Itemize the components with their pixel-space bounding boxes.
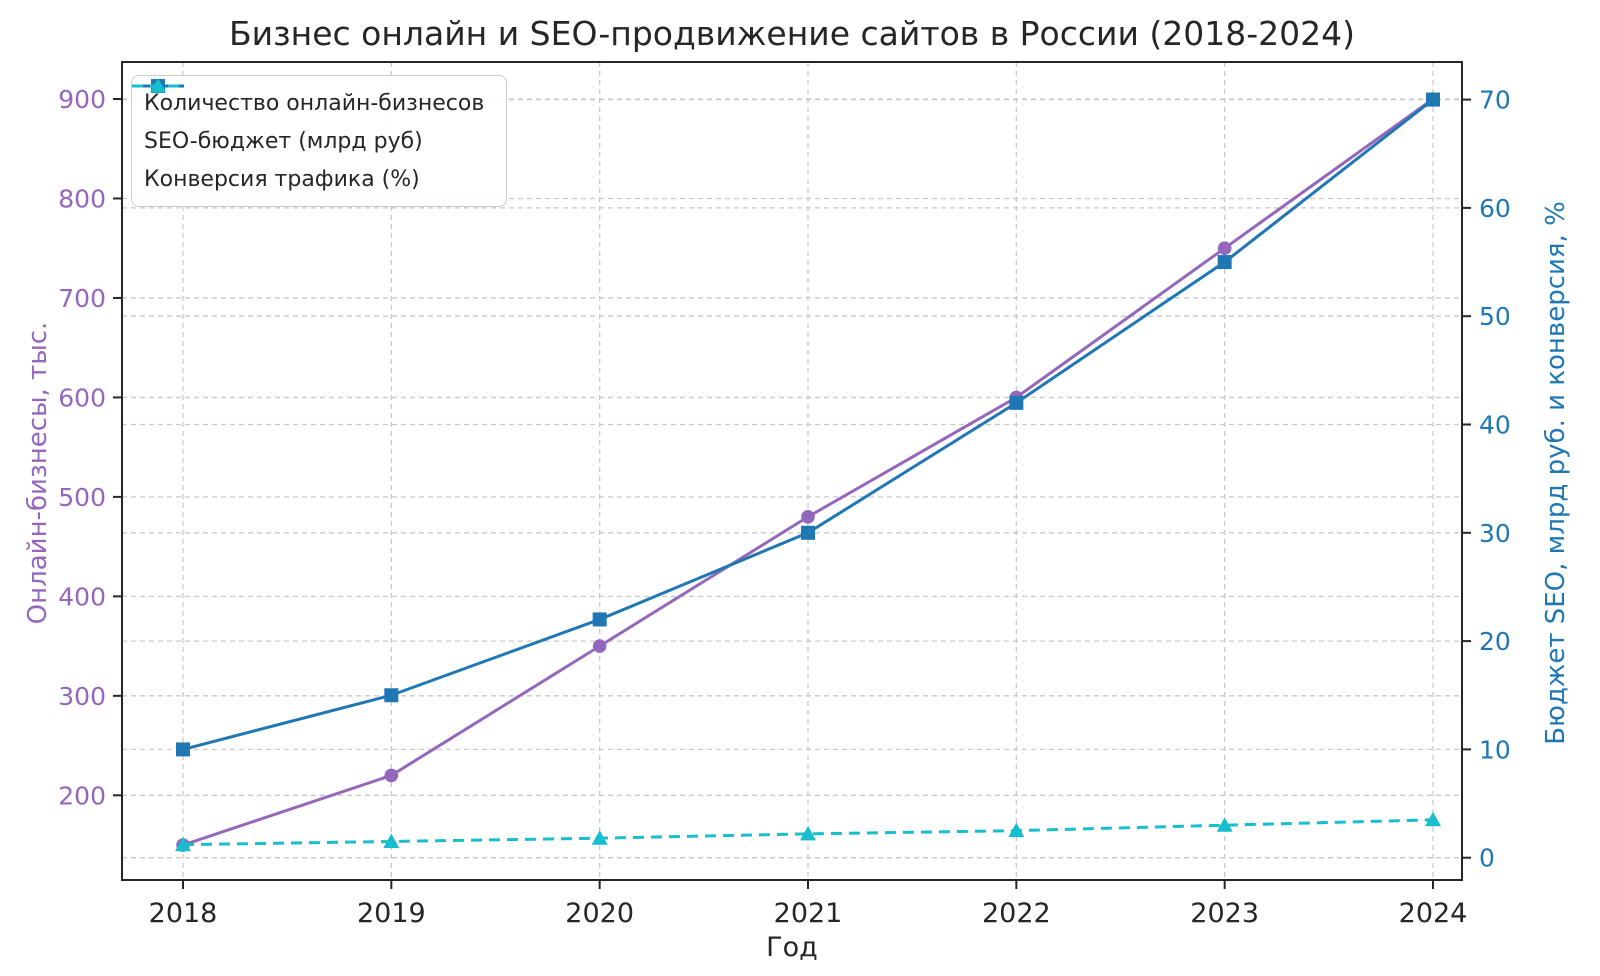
legend-label: Конверсия трафика (%)	[144, 166, 420, 192]
left-axis-tick-label: 700	[58, 284, 106, 313]
left-axis-tick-label: 800	[58, 184, 106, 213]
chart-title: Бизнес онлайн и SEO-продвижение сайтов в…	[228, 14, 1356, 53]
data-point-square	[801, 525, 815, 540]
x-axis-tick-label: 2024	[1399, 898, 1468, 929]
plot-border	[121, 61, 1463, 881]
data-point-square	[1426, 92, 1440, 107]
data-point-circle	[384, 768, 399, 783]
right-axis-tick-label: 10	[1479, 735, 1511, 764]
left-axis-tick-label: 600	[58, 383, 106, 412]
legend-swatch-triangle-icon	[132, 78, 184, 93]
data-point-triangle	[383, 833, 400, 848]
data-point-triangle	[591, 830, 608, 845]
y-axis-label-right: Бюджет SEO, млрд руб. и конверсия, %	[1541, 201, 1571, 745]
legend-label: Количество онлайн-бизнесов	[144, 90, 485, 116]
left-axis-tick-label: 200	[58, 781, 106, 810]
data-point-square	[1217, 255, 1232, 270]
right-axis-tick-label: 60	[1479, 194, 1511, 223]
right-axis-tick-label: 30	[1479, 519, 1511, 548]
x-axis-tick-label: 2020	[565, 898, 634, 929]
right-axis-tick-label: 0	[1479, 844, 1495, 873]
data-point-circle	[1217, 241, 1232, 256]
left-axis-tick-label: 500	[58, 483, 106, 512]
right-axis-tick-label: 70	[1479, 86, 1511, 115]
left-axis-tick-label: 300	[58, 682, 106, 711]
legend-item-0: Количество онлайн-бизнесов	[132, 79, 485, 122]
x-axis-tick-label: 2018	[149, 898, 218, 929]
x-axis-label: Год	[766, 932, 818, 963]
data-point-square	[1009, 395, 1024, 410]
x-axis-tick-label: 2023	[1190, 898, 1259, 929]
right-axis-tick-label: 50	[1479, 302, 1511, 331]
legend-label: SEO-бюджет (млрд руб)	[144, 128, 423, 154]
data-point-circle	[801, 509, 815, 524]
data-point-triangle	[1008, 822, 1025, 838]
data-point-triangle	[1425, 811, 1441, 827]
legend-item-2: Конверсия трафика (%)	[132, 78, 484, 198]
data-point-circle	[592, 639, 607, 653]
left-axis-tick-label: 400	[58, 582, 106, 611]
x-axis-tick-label: 2022	[982, 898, 1051, 929]
right-axis-tick-label: 20	[1479, 627, 1511, 656]
x-axis-tick-label: 2019	[357, 898, 426, 929]
left-axis-tick-label: 900	[58, 85, 106, 114]
data-point-square	[384, 688, 399, 703]
legend: Количество онлайн-бизнесов SEO-бюджет (мл…	[131, 75, 508, 207]
data-point-triangle	[175, 836, 191, 852]
right-axis-tick-label: 40	[1479, 411, 1511, 440]
data-point-triangle	[1216, 817, 1233, 832]
data-point-square	[592, 612, 607, 627]
y-axis-label-left: Онлайн-бизнесы, тыс.	[23, 321, 53, 625]
data-point-triangle	[800, 825, 816, 841]
data-point-square	[176, 742, 190, 757]
x-axis-tick-label: 2021	[774, 898, 843, 929]
legend-item-1: SEO-бюджет (млрд руб)	[132, 79, 484, 160]
